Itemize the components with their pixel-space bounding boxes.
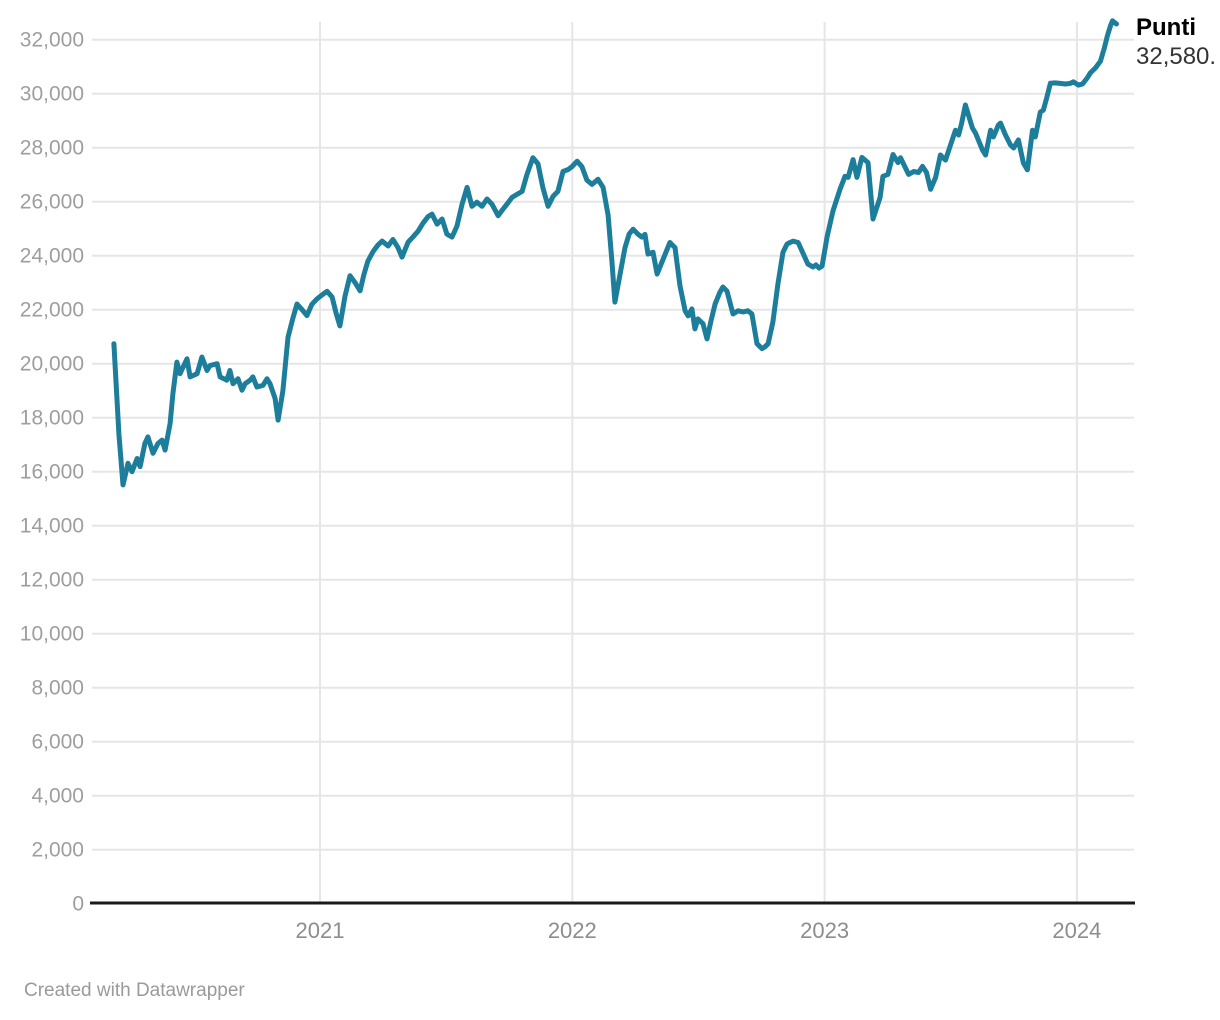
series-value-label: Punti 32,580. xyxy=(1136,13,1216,71)
series-last-value-label: 32,580. xyxy=(1136,43,1217,70)
y-axis-tick-label: 20,000 xyxy=(20,353,84,376)
y-axis-tick-label: 6,000 xyxy=(31,731,84,754)
y-axis-tick-label: 28,000 xyxy=(20,137,84,160)
x-axis-tick-label: 2024 xyxy=(1052,918,1101,943)
x-axis-tick-label: 2023 xyxy=(800,918,849,943)
y-axis-tick-label: 24,000 xyxy=(20,245,84,268)
x-axis-tick-label: 2021 xyxy=(296,918,345,943)
y-axis-tick-label: 14,000 xyxy=(20,515,84,538)
y-axis-tick-label: 0 xyxy=(72,893,84,916)
x-axis-tick-label: 2022 xyxy=(548,918,597,943)
y-axis-tick-label: 18,000 xyxy=(20,407,84,430)
y-axis-tick-label: 22,000 xyxy=(20,299,84,322)
data-line-punti xyxy=(111,18,1119,488)
series-name-label: Punti xyxy=(1136,14,1196,41)
y-axis-tick-label: 10,000 xyxy=(20,623,84,646)
y-axis-tick-label: 32,000 xyxy=(20,29,84,52)
y-axis-tick-label: 30,000 xyxy=(20,83,84,106)
y-axis-tick-label: 8,000 xyxy=(31,677,84,700)
y-axis-tick-label: 4,000 xyxy=(31,785,84,808)
y-axis-tick-label: 12,000 xyxy=(20,569,84,592)
datawrapper-credit: Created with Datawrapper xyxy=(24,980,245,1001)
y-axis-tick-label: 2,000 xyxy=(31,839,84,862)
y-axis-tick-label: 26,000 xyxy=(20,191,84,214)
y-axis-tick-label: 16,000 xyxy=(20,461,84,484)
